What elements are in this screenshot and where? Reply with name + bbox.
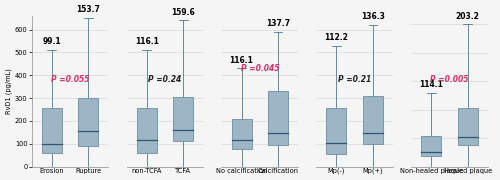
- Text: 153.7: 153.7: [76, 5, 100, 14]
- Text: 114.1: 114.1: [420, 80, 443, 89]
- Text: P =0.045: P =0.045: [240, 64, 279, 73]
- Text: 116.1: 116.1: [134, 37, 158, 46]
- Text: P =0.24: P =0.24: [148, 75, 182, 84]
- Text: 203.2: 203.2: [456, 12, 479, 21]
- Bar: [136, 108, 156, 153]
- Bar: [173, 97, 193, 141]
- Text: P =0.005: P =0.005: [430, 75, 469, 84]
- Text: 116.1: 116.1: [230, 56, 254, 65]
- Text: 137.7: 137.7: [266, 19, 290, 28]
- Bar: [232, 119, 252, 149]
- Text: 136.3: 136.3: [361, 12, 385, 21]
- Text: 99.1: 99.1: [42, 37, 61, 46]
- Bar: [458, 108, 478, 145]
- Bar: [78, 98, 98, 146]
- Y-axis label: RvD1 (pg/mL): RvD1 (pg/mL): [6, 68, 12, 114]
- Bar: [363, 96, 383, 144]
- Text: P =0.21: P =0.21: [338, 75, 372, 84]
- Text: 159.6: 159.6: [172, 8, 195, 17]
- Bar: [326, 108, 346, 154]
- Bar: [42, 108, 62, 153]
- Bar: [422, 136, 442, 156]
- Text: 112.2: 112.2: [324, 33, 348, 42]
- Bar: [268, 91, 288, 145]
- Text: P =0.055: P =0.055: [51, 75, 90, 84]
